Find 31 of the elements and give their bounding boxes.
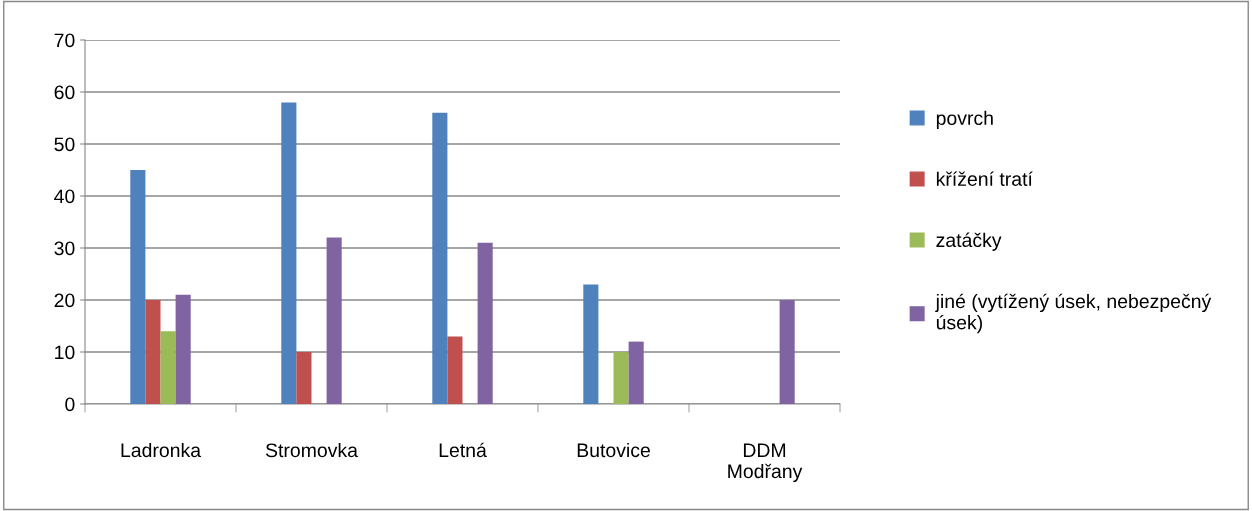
bar xyxy=(477,242,493,404)
y-tick-label: 60 xyxy=(54,85,75,100)
bar xyxy=(628,341,644,404)
bar xyxy=(779,300,795,404)
y-tick-label: 70 xyxy=(54,33,75,48)
bar xyxy=(145,300,161,404)
bar xyxy=(281,102,297,404)
bar xyxy=(447,336,463,404)
bar xyxy=(432,112,448,404)
y-tick-label: 30 xyxy=(54,241,75,256)
y-tick-label: 40 xyxy=(54,189,75,204)
bar xyxy=(583,284,599,404)
legend-label: zatáčky xyxy=(936,232,1002,251)
x-tick-label: Butovice xyxy=(577,442,650,458)
bar xyxy=(296,352,312,404)
x-tick-label: Ladronka xyxy=(121,442,202,458)
bar xyxy=(326,237,342,404)
bar xyxy=(175,294,191,404)
x-tick-label: Stromovka xyxy=(265,442,358,458)
legend-label: křížení tratí xyxy=(936,171,1033,186)
x-tick-label: DDM Modřany xyxy=(728,443,803,483)
bar xyxy=(160,331,176,404)
y-tick-label: 50 xyxy=(54,137,75,152)
legend-label: povrch xyxy=(936,110,993,129)
bar xyxy=(613,352,629,404)
y-tick-label: 0 xyxy=(65,397,75,412)
legend-label: jiné (vytížený úsek, nebezpečný úsek) xyxy=(935,293,1212,334)
x-tick-label: Letná xyxy=(439,442,487,458)
y-tick-label: 20 xyxy=(54,293,75,308)
y-tick-label: 10 xyxy=(55,345,75,360)
bar xyxy=(130,170,146,404)
